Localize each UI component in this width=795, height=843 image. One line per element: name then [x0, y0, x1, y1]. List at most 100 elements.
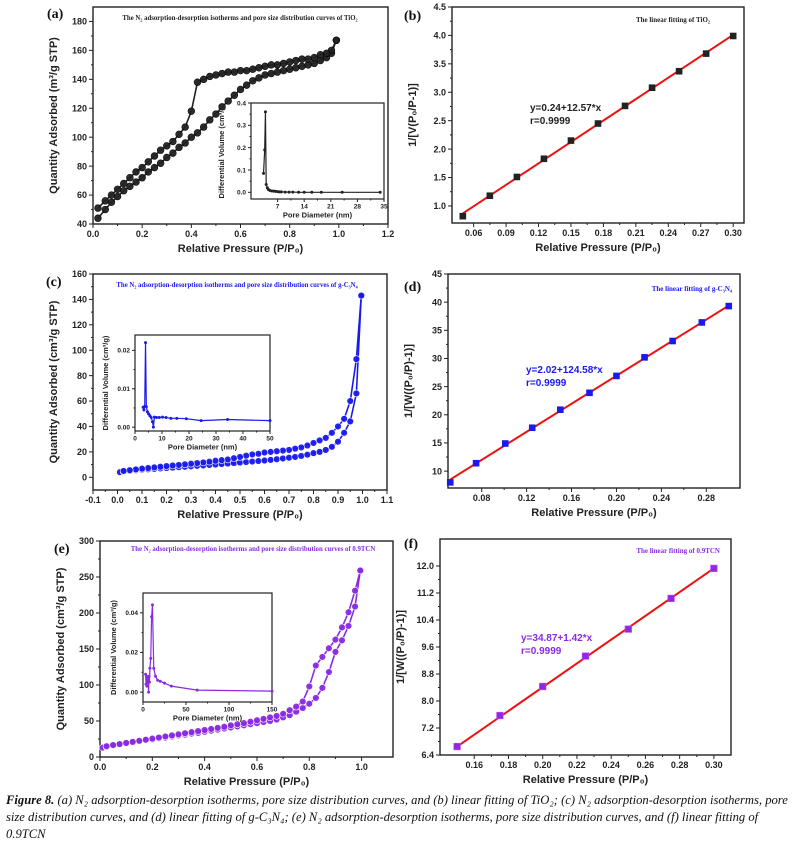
data-point	[557, 406, 564, 414]
fit-r-value: r=0.9999	[526, 378, 567, 389]
y-tick-label: 1.0	[433, 201, 446, 211]
chart-title: The linear fitting of 0.9TCN	[636, 547, 720, 555]
x-tick-label: 0.30	[724, 228, 742, 238]
data-point-adsorption	[328, 443, 336, 451]
x-tick-label: 0.09	[497, 228, 515, 238]
data-point-desorption	[316, 51, 325, 59]
y-axis-label: Quantity Adsorbed (m³/g STP)	[48, 37, 60, 194]
data-point-desorption	[291, 445, 299, 453]
data-point-desorption	[328, 429, 336, 437]
x-tick-label: 100	[224, 707, 235, 714]
data-point-adsorption	[255, 74, 263, 82]
data-point-adsorption	[315, 448, 324, 456]
data-point-adsorption	[254, 457, 263, 465]
inset-data-point	[164, 416, 168, 420]
data-point-desorption	[285, 58, 294, 66]
data-point-desorption	[248, 450, 256, 459]
data-point-adsorption	[206, 116, 214, 124]
y-axis-label: Differential Volume (cm³/g)	[217, 103, 226, 198]
y-tick-label: 9.6	[421, 642, 434, 652]
data-point-desorption	[102, 742, 111, 750]
data-point-adsorption	[107, 198, 116, 207]
x-tick-label: 0.0	[111, 495, 124, 505]
x-tick-label: 0.20	[608, 493, 626, 503]
data-point-desorption	[356, 566, 364, 575]
data-point-adsorption	[298, 62, 306, 71]
fit-equation: y=0.24+12.57*x	[530, 103, 602, 114]
data-point-adsorption	[334, 438, 342, 446]
panel-label: (e)	[54, 542, 70, 557]
data-point-adsorption	[261, 71, 269, 79]
y-tick-label: 10.4	[416, 615, 434, 625]
x-tick-label: 0.1	[136, 495, 149, 505]
data-point-desorption	[211, 457, 220, 465]
inset-data-point	[156, 678, 160, 682]
data-point-desorption	[187, 107, 196, 115]
data-point-desorption	[297, 443, 305, 452]
data-point-desorption	[261, 62, 269, 71]
y-tick-label: 0.02	[125, 650, 138, 657]
data-point-desorption	[181, 460, 189, 469]
x-tick-label: 0.16	[465, 760, 483, 770]
data-point-desorption	[122, 739, 130, 747]
data-point-desorption	[315, 436, 324, 445]
x-tick-label: 0.24	[653, 493, 671, 503]
x-tick-label: 21	[327, 204, 335, 211]
x-tick-label: 0.2	[146, 762, 159, 772]
data-point-adsorption	[120, 187, 128, 195]
x-tick-label: 0.2	[136, 229, 149, 239]
data-point	[513, 173, 521, 181]
data-point-adsorption	[248, 457, 256, 466]
data-point-desorption	[220, 723, 228, 731]
data-point-desorption	[144, 464, 152, 472]
x-tick-label: 40	[239, 436, 247, 443]
data-point	[581, 652, 590, 660]
data-point-desorption	[163, 142, 171, 150]
inset-data-point	[297, 190, 300, 194]
data-point-adsorption	[230, 91, 239, 99]
data-point-desorption	[150, 463, 158, 472]
data-point-desorption	[298, 55, 306, 63]
chart-panel-b: 0.06 0.09 0.12 0.15 0.18 0.21 0.24 0.27 0.30 1.0 1…	[404, 2, 745, 254]
data-point-desorption	[205, 457, 214, 466]
y-tick-label: 140	[72, 295, 87, 305]
data-point-desorption	[187, 459, 195, 468]
data-point-adsorption	[113, 192, 122, 201]
inset-data-point	[199, 419, 203, 423]
inset-data-point	[142, 408, 146, 412]
inset-data-point	[151, 425, 155, 429]
data-point-desorption	[303, 441, 312, 450]
inset-data-point	[319, 190, 323, 194]
data-point-adsorption	[305, 700, 313, 708]
caption-text: (a) N₂ adsorption-desorption isotherms, …	[6, 793, 788, 841]
data-point	[540, 155, 548, 163]
data-point-desorption	[318, 653, 327, 661]
data-point-adsorption	[325, 668, 333, 676]
x-tick-label: 0.8	[307, 495, 320, 505]
data-point-desorption	[332, 36, 341, 44]
data-point	[698, 319, 706, 326]
data-point-desorption	[126, 466, 134, 474]
data-point	[453, 742, 461, 751]
data-point-desorption	[168, 731, 176, 740]
x-tick-label: 0.16	[563, 493, 581, 503]
data-point-desorption	[150, 152, 159, 160]
x-tick-label: 0.12	[518, 493, 536, 503]
data-point-adsorption	[169, 149, 177, 157]
data-point-desorption	[129, 738, 137, 746]
x-tick-label: 0.6	[258, 495, 271, 505]
x-tick-label: 14	[301, 204, 309, 211]
x-tick-label: 0.2	[160, 495, 173, 505]
data-point-desorption	[132, 168, 140, 176]
x-tick-label: 35	[380, 204, 388, 211]
y-tick-label: 0.0	[237, 190, 246, 197]
y-tick-label: 140	[72, 74, 87, 84]
data-point	[641, 354, 648, 361]
inset-data-point	[145, 684, 149, 688]
x-tick-label: 1.2	[382, 229, 395, 239]
inset-data-point	[150, 603, 154, 607]
y-tick-label: 11.2	[417, 588, 434, 598]
plot-frame	[447, 273, 741, 489]
x-tick-label: 1.0	[356, 495, 369, 505]
y-tick-label: 30	[432, 354, 442, 364]
